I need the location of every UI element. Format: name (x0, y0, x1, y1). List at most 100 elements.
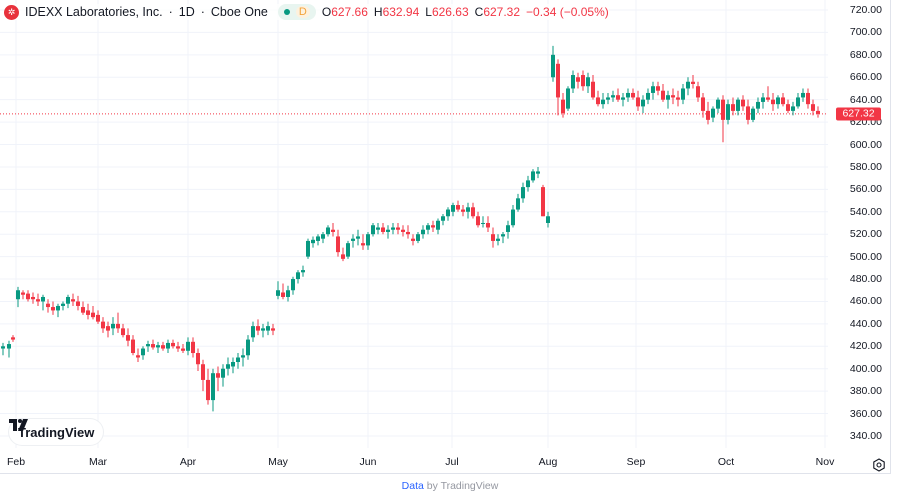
candle-down (206, 379, 210, 401)
candle-down (121, 328, 125, 336)
low-label: L (425, 5, 432, 19)
candle-down (786, 104, 790, 111)
candle-down (36, 299, 40, 302)
candle-up (496, 238, 500, 241)
candle-down (341, 254, 345, 259)
time-tick-label: Jul (445, 456, 459, 468)
candle-up (681, 88, 685, 100)
candle-up (356, 236, 360, 239)
price-tick-label: 480.00 (849, 273, 882, 286)
interval[interactable]: 1D (178, 5, 195, 19)
open-value: 627.66 (331, 5, 368, 19)
price-tick-label: 540.00 (849, 205, 882, 218)
candle-up (16, 290, 20, 300)
candle-up (551, 54, 555, 78)
price-tick-label: 720.00 (849, 4, 882, 16)
candle-down (596, 97, 600, 105)
candle-up (516, 198, 520, 210)
delayed-data-badge: D (295, 6, 310, 18)
candle-up (296, 272, 300, 280)
price-axis[interactable]: 720.00 700.00 680.00 660.00 640.00 620.00 600.… (828, 0, 891, 448)
symbol-name[interactable]: IDEXX Laboratories, Inc. (25, 5, 163, 19)
candle-up (716, 99, 720, 109)
candle-up (506, 225, 510, 232)
plot-area[interactable] (0, 0, 828, 448)
price-tick-label: 440.00 (849, 317, 882, 330)
candle-up (426, 225, 430, 230)
candle-up (421, 229, 425, 235)
candle-up (756, 101, 760, 109)
time-tick-label: Aug (538, 456, 558, 468)
candle-up (141, 348, 145, 356)
time-tick-label: May (268, 456, 288, 468)
candle-up (451, 205, 455, 212)
candlestick-chart[interactable] (0, 0, 828, 448)
market-open-dot-icon (283, 9, 290, 15)
time-tick-label: Feb (6, 456, 26, 468)
candle-up (796, 97, 800, 107)
price-tick-label: 500.00 (849, 250, 882, 263)
candle-down (811, 104, 815, 111)
candle-down (116, 323, 120, 329)
price-tick-label: 580.00 (849, 160, 882, 173)
candle-up (776, 97, 780, 105)
candle-up (626, 92, 630, 98)
candle-up (791, 106, 795, 111)
candle-up (436, 220, 440, 230)
candle-down (46, 303, 50, 308)
candle-down (741, 99, 745, 107)
candle-down (676, 97, 680, 100)
candle-down (661, 90, 665, 100)
candle-up (586, 77, 590, 87)
tradingview-branding[interactable]: TradingView (9, 419, 104, 445)
data-link[interactable]: Data (401, 480, 424, 492)
candle-down (161, 345, 165, 349)
candle-down (486, 222, 490, 228)
candle-down (191, 341, 195, 354)
open-label: O (321, 5, 332, 19)
price-tick-label: 560.00 (849, 183, 882, 196)
candle-down (81, 307, 85, 313)
candle-up (321, 234, 325, 239)
candle-up (66, 296, 70, 304)
candle-up (246, 339, 250, 356)
candle-down (271, 328, 275, 331)
candle-down (171, 342, 175, 347)
candle-down (816, 110, 820, 114)
candle-up (291, 279, 295, 291)
chart-frame: ✲ IDEXX Laboratories, Inc. · 1D · Cboe O… (0, 0, 891, 474)
candle-down (361, 243, 365, 246)
candle-down (96, 314, 100, 322)
candle-up (326, 227, 330, 235)
candle-down (71, 299, 75, 302)
candle-up (186, 341, 190, 351)
candle-up (41, 296, 45, 302)
candle-down (131, 339, 135, 354)
candle-down (76, 301, 80, 306)
candle-down (746, 106, 750, 120)
candle-down (471, 207, 475, 217)
market-status-pill[interactable]: D (277, 4, 316, 20)
close-value: 627.32 (483, 5, 521, 19)
close-label: C (474, 5, 484, 19)
candle-up (301, 270, 305, 273)
separator: · (200, 5, 205, 19)
candle-down (731, 104, 735, 111)
candle-up (146, 344, 150, 347)
candle-down (31, 296, 35, 300)
candle-up (481, 222, 485, 224)
candle-up (351, 238, 355, 241)
candle-down (396, 227, 400, 230)
candle-up (606, 97, 610, 100)
candle-down (151, 344, 155, 348)
candle-up (156, 345, 160, 348)
candle-up (391, 227, 395, 230)
candle-down (86, 310, 90, 315)
time-tick-label: Mar (88, 456, 108, 468)
candle-up (621, 97, 625, 100)
candle-down (51, 307, 55, 311)
candle-down (256, 326, 260, 331)
candle-down (491, 234, 495, 241)
time-axis[interactable]: Feb Mar Apr May Jun Jul Aug Sep Oct Nov (0, 448, 834, 474)
chart-settings-button[interactable] (872, 458, 886, 472)
